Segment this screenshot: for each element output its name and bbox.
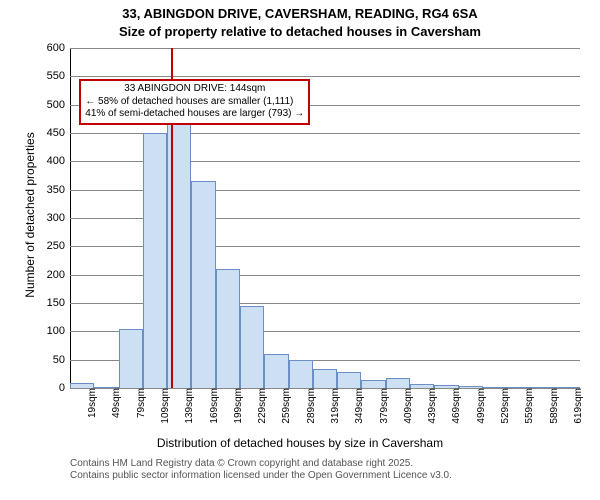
histogram-bar: [143, 133, 167, 388]
plot-area: 05010015020025030035040045050055060019sq…: [70, 48, 580, 388]
y-tick-label: 350: [47, 184, 70, 196]
x-tick-label: 349sqm: [352, 388, 365, 424]
y-tick-label: 600: [47, 42, 70, 54]
x-tick-label: 319sqm: [328, 388, 341, 424]
y-tick-label: 50: [53, 354, 70, 366]
y-tick-label: 100: [47, 325, 70, 337]
y-tick-label: 400: [47, 155, 70, 167]
y-gridline: [70, 48, 580, 49]
annotation-line: 33 ABINGDON DRIVE: 144sqm: [85, 83, 304, 96]
x-tick-label: 169sqm: [207, 388, 220, 424]
histogram-bar: [264, 354, 288, 388]
x-axis-label: Distribution of detached houses by size …: [0, 436, 600, 450]
y-gridline: [70, 76, 580, 77]
y-tick-label: 550: [47, 70, 70, 82]
x-tick-label: 589sqm: [547, 388, 560, 424]
x-tick-label: 139sqm: [182, 388, 195, 424]
y-tick-label: 150: [47, 297, 70, 309]
histogram-bar: [361, 380, 385, 388]
histogram-bar: [216, 269, 240, 388]
x-tick-label: 559sqm: [522, 388, 535, 424]
y-tick-label: 200: [47, 269, 70, 281]
chart-title-line1: 33, ABINGDON DRIVE, CAVERSHAM, READING, …: [0, 6, 600, 21]
chart-container: 33, ABINGDON DRIVE, CAVERSHAM, READING, …: [0, 0, 600, 500]
x-tick-label: 79sqm: [134, 388, 147, 418]
x-tick-label: 469sqm: [449, 388, 462, 424]
x-tick-label: 529sqm: [498, 388, 511, 424]
x-tick-label: 19sqm: [85, 388, 98, 418]
footer-line2: Contains public sector information licen…: [70, 470, 452, 482]
annotation-box: 33 ABINGDON DRIVE: 144sqm← 58% of detach…: [79, 79, 310, 125]
x-tick-label: 259sqm: [279, 388, 292, 424]
y-tick-label: 500: [47, 99, 70, 111]
y-axis-label: Number of detached properties: [23, 55, 37, 375]
x-tick-label: 49sqm: [109, 388, 122, 418]
footer-text: Contains HM Land Registry data © Crown c…: [70, 458, 452, 482]
annotation-line: 41% of semi-detached houses are larger (…: [85, 108, 304, 121]
y-tick-label: 300: [47, 212, 70, 224]
x-tick-label: 229sqm: [255, 388, 268, 424]
x-tick-label: 619sqm: [571, 388, 584, 424]
y-tick-label: 450: [47, 127, 70, 139]
x-tick-label: 109sqm: [158, 388, 171, 424]
x-tick-label: 409sqm: [401, 388, 414, 424]
x-tick-label: 289sqm: [304, 388, 317, 424]
y-tick-label: 0: [59, 382, 70, 394]
x-tick-label: 439sqm: [425, 388, 438, 424]
x-tick-label: 499sqm: [474, 388, 487, 424]
histogram-bar: [240, 306, 264, 388]
footer-line1: Contains HM Land Registry data © Crown c…: [70, 458, 452, 470]
histogram-bar: [337, 372, 361, 388]
histogram-bar: [191, 181, 215, 388]
x-tick-label: 199sqm: [231, 388, 244, 424]
x-tick-label: 379sqm: [377, 388, 390, 424]
histogram-bar: [119, 329, 143, 389]
y-tick-label: 250: [47, 240, 70, 252]
chart-title-line2: Size of property relative to detached ho…: [0, 24, 600, 39]
histogram-bar: [313, 369, 337, 388]
histogram-bar: [289, 360, 313, 388]
annotation-line: ← 58% of detached houses are smaller (1,…: [85, 96, 304, 109]
histogram-bar: [386, 378, 410, 388]
